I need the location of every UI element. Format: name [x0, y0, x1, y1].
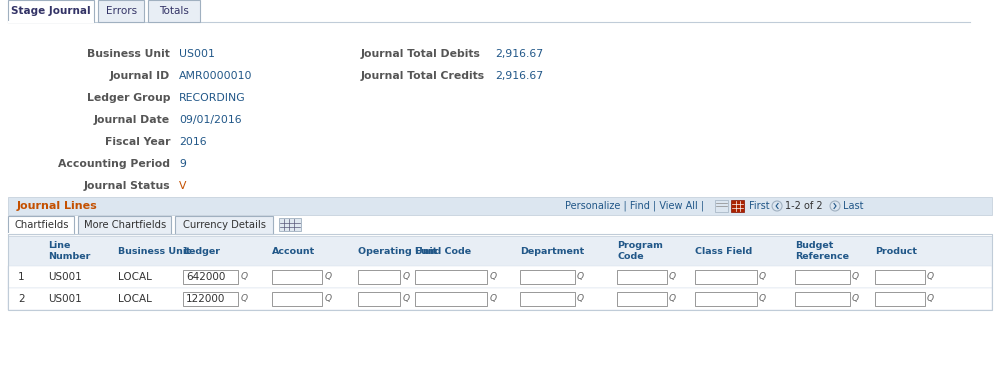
- Text: Personalize | Find | View All |: Personalize | Find | View All |: [565, 201, 704, 211]
- Text: Q: Q: [669, 272, 676, 282]
- Text: Journal Lines: Journal Lines: [16, 201, 97, 211]
- Text: Journal Status: Journal Status: [84, 181, 170, 191]
- Text: Product: Product: [875, 246, 917, 255]
- Text: Fund Code: Fund Code: [415, 246, 471, 255]
- Bar: [78, 216, 171, 234]
- Text: Q: Q: [402, 294, 409, 303]
- Text: US001: US001: [48, 272, 82, 282]
- Bar: [8, 234, 992, 310]
- Text: Chartfields: Chartfields: [14, 220, 69, 230]
- Bar: [8, 236, 992, 266]
- Bar: [358, 270, 400, 284]
- Text: Business Unit: Business Unit: [87, 49, 170, 59]
- Text: Q: Q: [489, 294, 496, 303]
- Text: Q: Q: [324, 272, 331, 282]
- Bar: [415, 270, 487, 284]
- Text: Journal Total Credits: Journal Total Credits: [360, 71, 484, 81]
- Bar: [795, 292, 850, 306]
- Bar: [795, 270, 850, 284]
- Text: Q: Q: [852, 272, 859, 282]
- Text: Q: Q: [240, 294, 247, 303]
- Bar: [183, 292, 238, 306]
- Bar: [875, 292, 925, 306]
- Bar: [148, 0, 200, 22]
- Text: 1: 1: [18, 272, 25, 282]
- Text: Last: Last: [843, 201, 864, 211]
- Text: Program
Code: Program Code: [617, 241, 663, 261]
- Bar: [8, 216, 74, 234]
- Text: Budget
Reference: Budget Reference: [795, 241, 849, 261]
- Bar: [875, 270, 925, 284]
- Bar: [272, 292, 322, 306]
- Text: First: First: [749, 201, 770, 211]
- Text: More Chartfields: More Chartfields: [84, 220, 166, 230]
- Text: Errors: Errors: [106, 6, 137, 16]
- Bar: [8, 0, 94, 22]
- Text: Journal Date: Journal Date: [94, 115, 170, 125]
- Text: Business Unit: Business Unit: [118, 246, 191, 255]
- Bar: [415, 292, 487, 306]
- Text: Q: Q: [577, 272, 584, 282]
- Text: Q: Q: [927, 294, 934, 303]
- Text: Ledger Group: Ledger Group: [87, 93, 170, 103]
- Text: Accounting Period: Accounting Period: [58, 159, 170, 169]
- Bar: [715, 200, 728, 212]
- Text: RECORDING: RECORDING: [179, 93, 246, 103]
- Text: 1-2 of 2: 1-2 of 2: [785, 201, 823, 211]
- Text: 9: 9: [179, 159, 186, 169]
- Text: Account: Account: [272, 246, 315, 255]
- Text: Department: Department: [520, 246, 584, 255]
- Bar: [98, 0, 144, 22]
- Text: Q: Q: [759, 294, 766, 303]
- Bar: [695, 292, 757, 306]
- Bar: [617, 292, 667, 306]
- Text: Line
Number: Line Number: [48, 241, 91, 261]
- Text: Q: Q: [759, 272, 766, 282]
- Text: Totals: Totals: [159, 6, 189, 16]
- Text: 2,916.67: 2,916.67: [495, 71, 543, 81]
- Text: Journal Total Debits: Journal Total Debits: [360, 49, 480, 59]
- Bar: [279, 218, 301, 231]
- Text: 642000: 642000: [186, 272, 226, 282]
- Bar: [8, 288, 992, 310]
- Text: Journal ID: Journal ID: [110, 71, 170, 81]
- Text: AMR0000010: AMR0000010: [179, 71, 253, 81]
- Text: Q: Q: [240, 272, 247, 282]
- Bar: [358, 292, 400, 306]
- Bar: [8, 266, 992, 288]
- Text: Q: Q: [927, 272, 934, 282]
- Text: Operating Unit: Operating Unit: [358, 246, 438, 255]
- Bar: [617, 270, 667, 284]
- Text: US001: US001: [179, 49, 215, 59]
- Text: Q: Q: [324, 294, 331, 303]
- Text: Class Field: Class Field: [695, 246, 752, 255]
- Text: LOCAL: LOCAL: [118, 294, 152, 304]
- Bar: [272, 270, 322, 284]
- Bar: [520, 270, 575, 284]
- Text: US001: US001: [48, 294, 82, 304]
- Text: 09/01/2016: 09/01/2016: [179, 115, 242, 125]
- Text: Fiscal Year: Fiscal Year: [105, 137, 170, 147]
- Text: Currency Details: Currency Details: [183, 220, 266, 230]
- Text: Q: Q: [402, 272, 409, 282]
- Text: Q: Q: [577, 294, 584, 303]
- Bar: [8, 197, 992, 215]
- Text: 122000: 122000: [186, 294, 226, 304]
- Text: 2: 2: [18, 294, 25, 304]
- Text: LOCAL: LOCAL: [118, 272, 152, 282]
- Text: 2,916.67: 2,916.67: [495, 49, 543, 59]
- Text: Stage Journal: Stage Journal: [11, 6, 91, 16]
- Bar: [175, 216, 273, 234]
- Text: Q: Q: [489, 272, 496, 282]
- Bar: [731, 200, 744, 212]
- Text: Q: Q: [669, 294, 676, 303]
- Bar: [695, 270, 757, 284]
- Bar: [183, 270, 238, 284]
- Text: Ledger: Ledger: [183, 246, 220, 255]
- Bar: [520, 292, 575, 306]
- Text: Q: Q: [852, 294, 859, 303]
- Text: 2016: 2016: [179, 137, 207, 147]
- Text: V: V: [179, 181, 187, 191]
